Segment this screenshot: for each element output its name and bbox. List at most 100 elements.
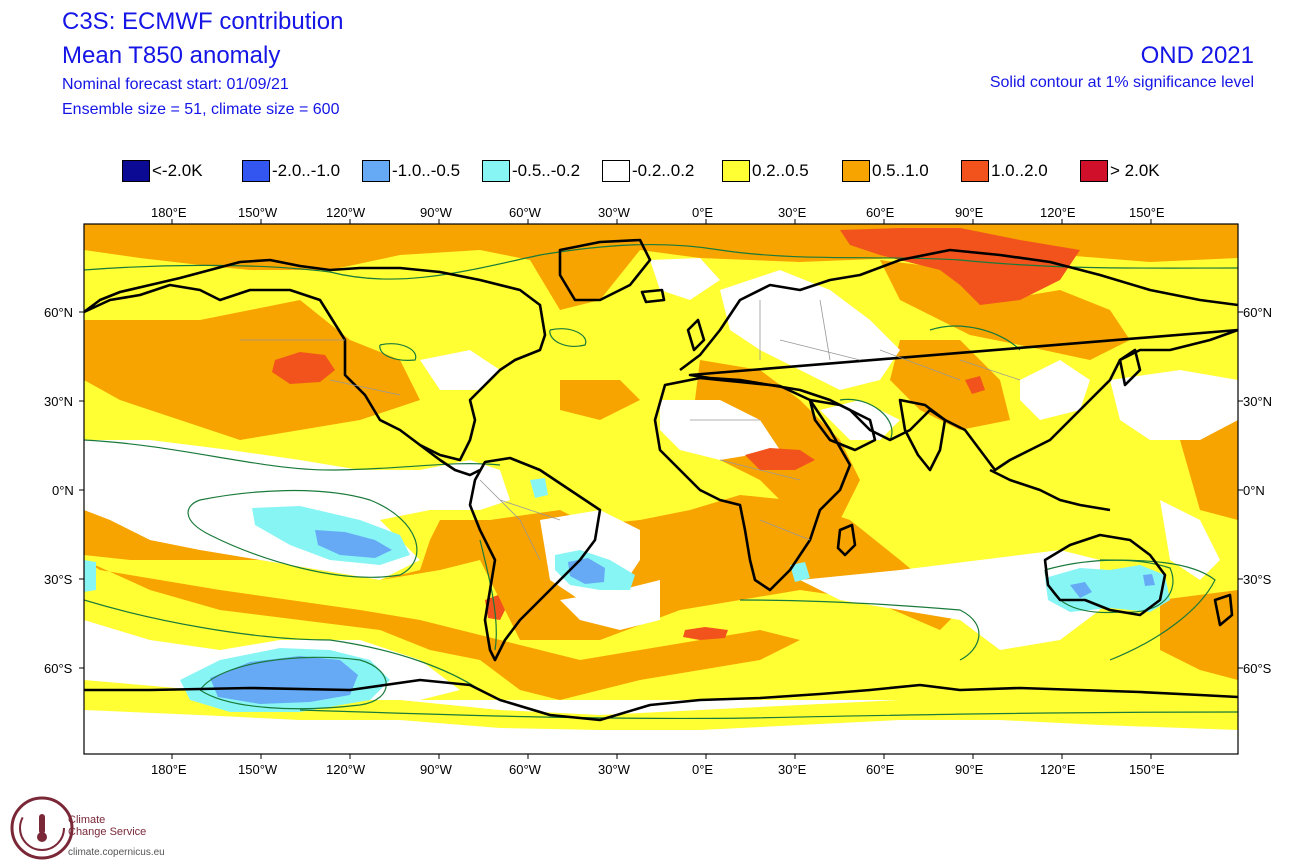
significance-note: Solid contour at 1% significance level	[989, 74, 1254, 91]
lon-label-top: 60°E	[866, 205, 895, 220]
lon-label-top: 0°E	[692, 205, 714, 220]
north-america-coast	[84, 258, 547, 462]
lon-label-bottom: 90°W	[420, 762, 452, 777]
south-america-coast	[468, 456, 602, 662]
legend-swatch	[1080, 160, 1108, 182]
lon-label-bottom: 90°E	[955, 762, 984, 777]
legend-item: <-2.0K	[122, 158, 203, 184]
map-content	[84, 224, 1238, 754]
legend-item: -2.0..-1.0	[242, 158, 340, 184]
legend-item: -1.0..-0.5	[362, 158, 460, 184]
legend-label: -1.0..-0.5	[392, 161, 461, 180]
lon-label-bottom: 60°W	[509, 762, 541, 777]
legend-item: -0.5..-0.2	[482, 158, 580, 184]
central-america-coast	[419, 443, 481, 477]
lon-label-top: 30°E	[778, 205, 807, 220]
britain-coast	[686, 318, 706, 352]
legend-swatch	[122, 160, 150, 182]
season-label: OND 2021	[1140, 42, 1254, 69]
chart-subtitle: Mean T850 anomaly	[62, 42, 281, 69]
ensemble-size: Ensemble size = 51, climate size = 600	[62, 101, 340, 118]
lon-label-top: 150°E	[1129, 205, 1165, 220]
axis-ticks	[79, 219, 1243, 759]
lon-label-bottom: 120°W	[326, 762, 366, 777]
logo-ring-outer	[10, 796, 74, 860]
legend-label: -2.0..-1.0	[272, 161, 341, 180]
thermometer-bulb-icon	[37, 832, 47, 842]
map-frame	[83, 223, 1239, 755]
chart-title: C3S: ECMWF contribution	[62, 8, 344, 35]
lon-label-bottom: 30°W	[598, 762, 630, 777]
legend-swatch	[482, 160, 510, 182]
australia-coast	[1043, 533, 1167, 617]
antarctica-coast	[84, 678, 1238, 722]
lat-label-left: 30°N	[44, 394, 74, 409]
logo-url: climate.copernicus.eu	[68, 847, 165, 858]
legend-swatch	[602, 160, 630, 182]
lon-label-bottom: 0°E	[692, 762, 714, 777]
anomaly-0.2-0.5-regions	[84, 460, 1238, 730]
anomaly-neg-1.0-0.5-regions	[210, 530, 1155, 704]
madagascar-coast	[836, 523, 857, 557]
lon-label-top: 120°W	[326, 205, 366, 220]
legend-label: > 2.0K	[1110, 161, 1160, 180]
japan-coast	[1118, 348, 1142, 387]
legend-label: 1.0..2.0	[991, 161, 1048, 180]
lon-label-top: 180°E	[151, 205, 187, 220]
lon-label-top: 60°W	[509, 205, 541, 220]
lon-label-bottom: 30°E	[778, 762, 807, 777]
logo-line-1: Climate	[68, 814, 106, 826]
lon-label-top: 150°W	[238, 205, 278, 220]
climate-change-service-logo	[10, 796, 74, 860]
legend-swatch	[362, 160, 390, 182]
legend-item: -0.2..0.2	[602, 158, 694, 184]
greenland-coast	[558, 238, 652, 302]
arabia-coast	[808, 398, 877, 452]
lon-label-top: 30°W	[598, 205, 630, 220]
lat-label-left: 0°N	[52, 483, 74, 498]
indonesia-coast	[989, 468, 1111, 512]
legend-item: 1.0..2.0	[961, 158, 1048, 184]
lon-label-bottom: 150°E	[1129, 762, 1165, 777]
logo-line-2: Change Service	[68, 826, 147, 838]
iceland-coast	[640, 288, 666, 304]
thermometer-icon	[39, 814, 45, 834]
lat-label-left: 60°S	[44, 661, 73, 676]
lat-label-right: 60°S	[1243, 661, 1272, 676]
lat-label-left: 60°N	[44, 305, 74, 320]
logo-ring-inner	[19, 805, 65, 851]
legend-swatch	[722, 160, 750, 182]
lat-label-left: 30°S	[44, 572, 73, 587]
legend-label: 0.5..1.0	[872, 161, 929, 180]
lat-label-right: 30°S	[1243, 572, 1272, 587]
lon-label-top: 120°E	[1040, 205, 1076, 220]
lon-label-bottom: 180°E	[151, 762, 187, 777]
india-coast	[898, 398, 947, 472]
lon-label-top: 90°W	[420, 205, 452, 220]
legend-item: 0.2..0.5	[722, 158, 809, 184]
legend-swatch	[842, 160, 870, 182]
legend-label: <-2.0K	[152, 161, 203, 180]
lon-label-bottom: 150°W	[238, 762, 278, 777]
anomaly-1.0-2.0-regions	[272, 228, 1080, 640]
forecast-start: Nominal forecast start: 01/09/21	[62, 76, 289, 93]
significance-contours	[84, 243, 1238, 720]
legend-label: 0.2..0.5	[752, 161, 809, 180]
new-zealand-coast	[1213, 593, 1234, 627]
country-borders	[240, 299, 1021, 561]
coastlines	[84, 238, 1238, 722]
legend-item: 0.5..1.0	[842, 158, 929, 184]
lat-label-right: 60°N	[1243, 305, 1273, 320]
legend-swatch	[242, 160, 270, 182]
lon-label-bottom: 120°E	[1040, 762, 1076, 777]
africa-coast	[653, 376, 852, 592]
legend-swatch	[961, 160, 989, 182]
legend-label: -0.5..-0.2	[512, 161, 581, 180]
legend-label: -0.2..0.2	[632, 161, 695, 180]
legend-item: > 2.0K	[1080, 158, 1160, 184]
logo-text: Climate Change Service	[68, 814, 146, 838]
lat-label-right: 0°N	[1243, 483, 1265, 498]
lon-label-top: 90°E	[955, 205, 984, 220]
lon-label-bottom: 60°E	[866, 762, 895, 777]
